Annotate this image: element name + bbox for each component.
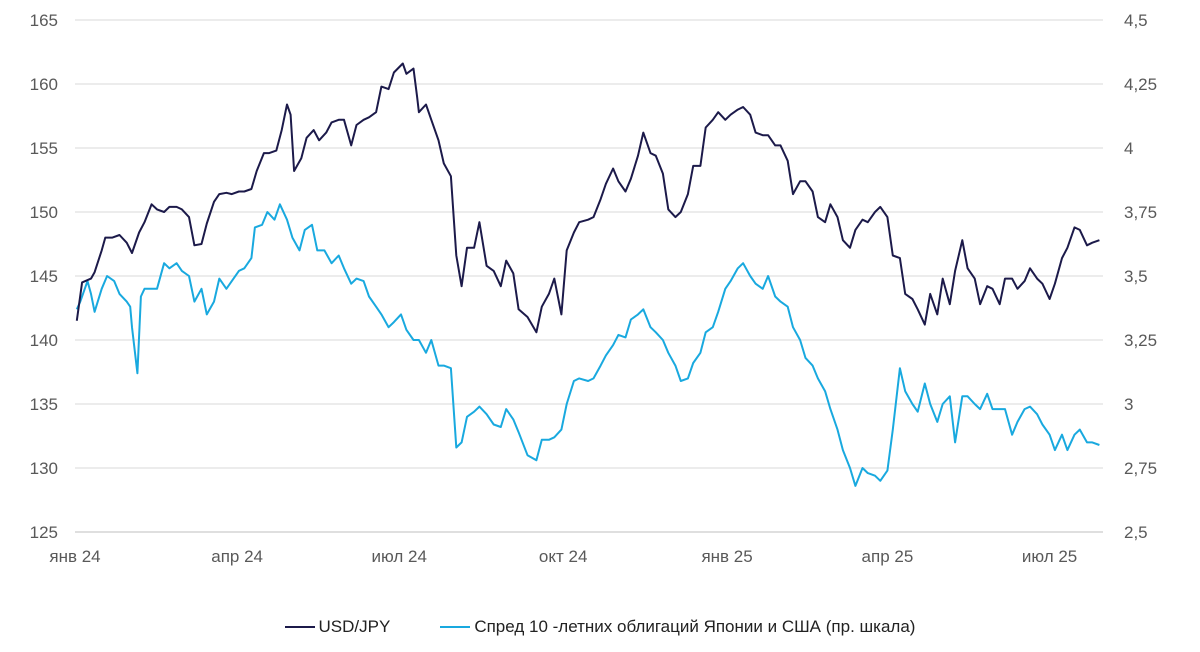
left-axis: 125 130 135 140 145 150 155 160 165 — [30, 11, 58, 542]
x-tick-label: июл 24 — [372, 547, 427, 566]
left-tick-label: 165 — [30, 11, 58, 30]
left-tick-label: 155 — [30, 139, 58, 158]
right-tick-label: 4,25 — [1124, 75, 1157, 94]
x-tick-label: янв 24 — [49, 547, 100, 566]
left-tick-label: 125 — [30, 523, 58, 542]
legend-item-usdjpy: USD/JPY — [284, 617, 391, 637]
left-tick-label: 135 — [30, 395, 58, 414]
x-tick-label: апр 25 — [862, 547, 914, 566]
left-tick-label: 160 — [30, 75, 58, 94]
legend: USD/JPY Спред 10 -летних облигаций Япони… — [0, 612, 1200, 642]
chart: 125 130 135 140 145 150 155 160 165 2,5 2,75 3 3,25… — [30, 11, 1157, 566]
right-tick-label: 3,25 — [1124, 331, 1157, 350]
series-line-usdjpy — [75, 62, 1100, 334]
x-tick-label: апр 24 — [211, 547, 263, 566]
x-tick-label: янв 25 — [701, 547, 752, 566]
x-tick-label: окт 24 — [539, 547, 588, 566]
legend-label-spread: Спред 10 -летних облигаций Японии и США … — [474, 617, 916, 636]
legend-item-spread: Спред 10 -летних облигаций Японии и США … — [440, 617, 915, 637]
left-tick-label: 150 — [30, 203, 58, 222]
right-tick-label: 4,5 — [1124, 11, 1148, 30]
right-tick-label: 2,75 — [1124, 459, 1157, 478]
series-line-spread — [75, 203, 1100, 487]
right-tick-label: 2,5 — [1124, 523, 1148, 542]
legend-swatch-usdjpy — [284, 626, 315, 628]
right-axis: 2,5 2,75 3 3,25 3,5 3,75 4 4,25 4,5 — [1124, 11, 1157, 542]
x-tick-label: июл 25 — [1022, 547, 1077, 566]
right-tick-label: 3,75 — [1124, 203, 1157, 222]
left-tick-label: 145 — [30, 267, 58, 286]
left-tick-label: 140 — [30, 331, 58, 350]
series-lines — [75, 62, 1100, 487]
right-tick-label: 4 — [1124, 139, 1133, 158]
right-tick-label: 3 — [1124, 395, 1133, 414]
right-tick-label: 3,5 — [1124, 267, 1148, 286]
gridlines — [75, 19, 1103, 533]
left-tick-label: 130 — [30, 459, 58, 478]
x-axis: янв 24 апр 24 июл 24 окт 24 янв 25 апр 25 июл … — [49, 547, 1077, 566]
legend-swatch-spread — [440, 626, 471, 628]
legend-label-usdjpy: USD/JPY — [318, 617, 391, 636]
